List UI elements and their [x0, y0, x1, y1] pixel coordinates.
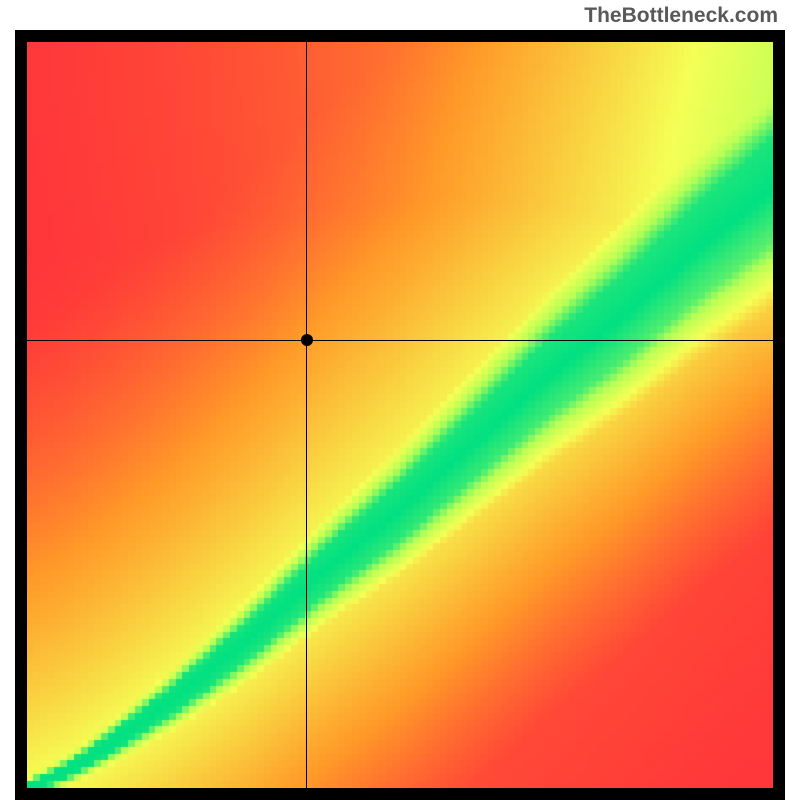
heatmap-canvas	[27, 42, 773, 788]
crosshair-horizontal	[27, 340, 773, 341]
heatmap-plot-area	[27, 42, 773, 788]
crosshair-marker	[301, 334, 313, 346]
watermark-text: TheBottleneck.com	[584, 4, 778, 28]
bottleneck-heatmap	[15, 30, 785, 800]
crosshair-vertical	[306, 42, 307, 788]
